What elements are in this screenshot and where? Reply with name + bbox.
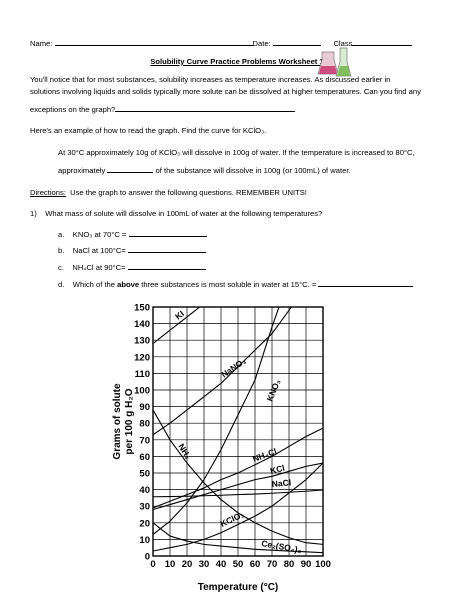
directions-text: Use the graph to answer the following qu… bbox=[70, 188, 307, 197]
item-text: NH₄Cl at 90°C= bbox=[72, 263, 126, 272]
example-text: of the substance will dissolve in 100g (… bbox=[155, 166, 351, 175]
question-item: d. Which of the above three substances i… bbox=[58, 278, 414, 290]
x-tick-label: 50 bbox=[233, 559, 244, 570]
question-number: 1) bbox=[30, 209, 37, 218]
item-text: NaCl at 100°C= bbox=[72, 246, 126, 255]
x-tick-label: 10 bbox=[165, 559, 176, 570]
question-text: What mass of solute will dissolve in 100… bbox=[45, 209, 323, 218]
item-text: Which of the bbox=[72, 280, 116, 289]
intro-line: You'll notice that for most substances, … bbox=[30, 75, 391, 84]
solubility-curve bbox=[153, 307, 201, 344]
curve-label: Ce₂(SO₄)₃ bbox=[261, 538, 303, 555]
y-tick-label: 80 bbox=[139, 419, 150, 430]
item-letter: c. bbox=[58, 263, 64, 272]
item-letter: a. bbox=[58, 230, 65, 239]
question-item: a. KNO₃ at 70°C = bbox=[58, 228, 207, 240]
solubility-curve bbox=[153, 462, 323, 552]
answer-blank bbox=[127, 244, 206, 253]
solubility-curve bbox=[153, 522, 323, 554]
y-tick-label: 60 bbox=[139, 452, 150, 463]
y-tick-label: 110 bbox=[135, 369, 150, 380]
intro-text: exceptions on the graph? bbox=[30, 105, 116, 114]
y-tick-label: 120 bbox=[134, 352, 150, 363]
header-row: Name: Date: Class bbox=[30, 37, 413, 49]
solubility-curve bbox=[153, 462, 323, 511]
y-tick-label: 130 bbox=[134, 336, 150, 347]
y-tick-label: 50 bbox=[139, 469, 150, 480]
example-line: approximately of the substance will diss… bbox=[58, 164, 351, 176]
class-label: Class bbox=[333, 39, 353, 48]
answer-blank bbox=[115, 103, 296, 112]
question-item: c. NH₄Cl at 90°C= bbox=[58, 261, 206, 273]
y-tick-label: 90 bbox=[139, 402, 150, 413]
answer-blank bbox=[127, 261, 206, 270]
y-tick-label: 10 bbox=[139, 535, 150, 546]
x-tick-label: 80 bbox=[284, 559, 295, 570]
item-text: three substances is most soluble in wate… bbox=[141, 280, 317, 289]
solubility-curve bbox=[153, 307, 280, 535]
x-axis-title: Temperature (°C) bbox=[198, 582, 279, 593]
answer-blank bbox=[107, 164, 154, 173]
y-tick-label: 20 bbox=[139, 518, 150, 529]
x-tick-label: 100 bbox=[315, 559, 331, 570]
question: 1) What mass of solute will dissolve in … bbox=[30, 209, 322, 219]
intro-line: solutions involving liquids and solids t… bbox=[30, 87, 421, 96]
example-text: approximately bbox=[58, 166, 106, 175]
y-axis-title: Grams of solute bbox=[112, 383, 123, 460]
x-tick-label: 60 bbox=[250, 559, 261, 570]
name-label: Name: bbox=[30, 39, 53, 48]
y-tick-label: 140 bbox=[134, 319, 150, 330]
example-lead: Here's an example of how to read the gra… bbox=[30, 126, 267, 135]
plot-frame bbox=[152, 306, 324, 557]
class-blank bbox=[352, 37, 413, 46]
x-tick-label: 20 bbox=[182, 559, 193, 570]
curve-label: KClO₃ bbox=[219, 509, 246, 529]
solubility-curve bbox=[153, 409, 323, 545]
item-letter: d. bbox=[58, 280, 65, 289]
curve-label: KCl bbox=[269, 463, 286, 476]
directions-label: Directions: bbox=[30, 188, 66, 197]
x-tick-label: 30 bbox=[199, 559, 210, 570]
curves bbox=[153, 307, 323, 554]
y-tick-label: 40 bbox=[139, 485, 150, 496]
name-blank bbox=[54, 37, 253, 46]
date-blank bbox=[272, 37, 321, 46]
y-tick-label: 150 bbox=[134, 303, 150, 314]
item-text-bold: above bbox=[117, 280, 140, 289]
item-text: KNO₃ at 70°C = bbox=[72, 230, 127, 239]
curve-label: NaCl bbox=[271, 477, 291, 489]
x-tick-label: 90 bbox=[301, 559, 312, 570]
intro-line: exceptions on the graph? bbox=[30, 103, 296, 115]
date-label: Date: bbox=[252, 39, 271, 48]
question-item: b. NaCl at 100°C= bbox=[58, 244, 206, 256]
y-tick-label: 30 bbox=[139, 502, 150, 513]
x-tick-label: 0 bbox=[150, 559, 155, 570]
example-line: At 30°C approximately 10g of KClO₃ will … bbox=[58, 148, 415, 157]
worksheet-title: Solubility Curve Practice Problems Works… bbox=[150, 57, 324, 66]
solubility-curve bbox=[153, 307, 293, 436]
y-tick-label: 100 bbox=[134, 386, 150, 397]
answer-blank bbox=[318, 278, 414, 287]
y-tick-label: 70 bbox=[139, 435, 150, 446]
beaker-icon bbox=[317, 47, 352, 77]
solubility-curve bbox=[153, 489, 323, 498]
answer-blank bbox=[128, 228, 207, 237]
curve-label: NaNO₃ bbox=[219, 356, 247, 380]
x-tick-label: 70 bbox=[267, 559, 278, 570]
y-tick-label: 0 bbox=[145, 552, 150, 563]
x-tick-label: 40 bbox=[216, 559, 227, 570]
item-letter: b. bbox=[58, 246, 65, 255]
directions: Directions: Use the graph to answer the … bbox=[30, 188, 307, 198]
y-axis-title: per 100 g H₂O bbox=[124, 388, 135, 454]
